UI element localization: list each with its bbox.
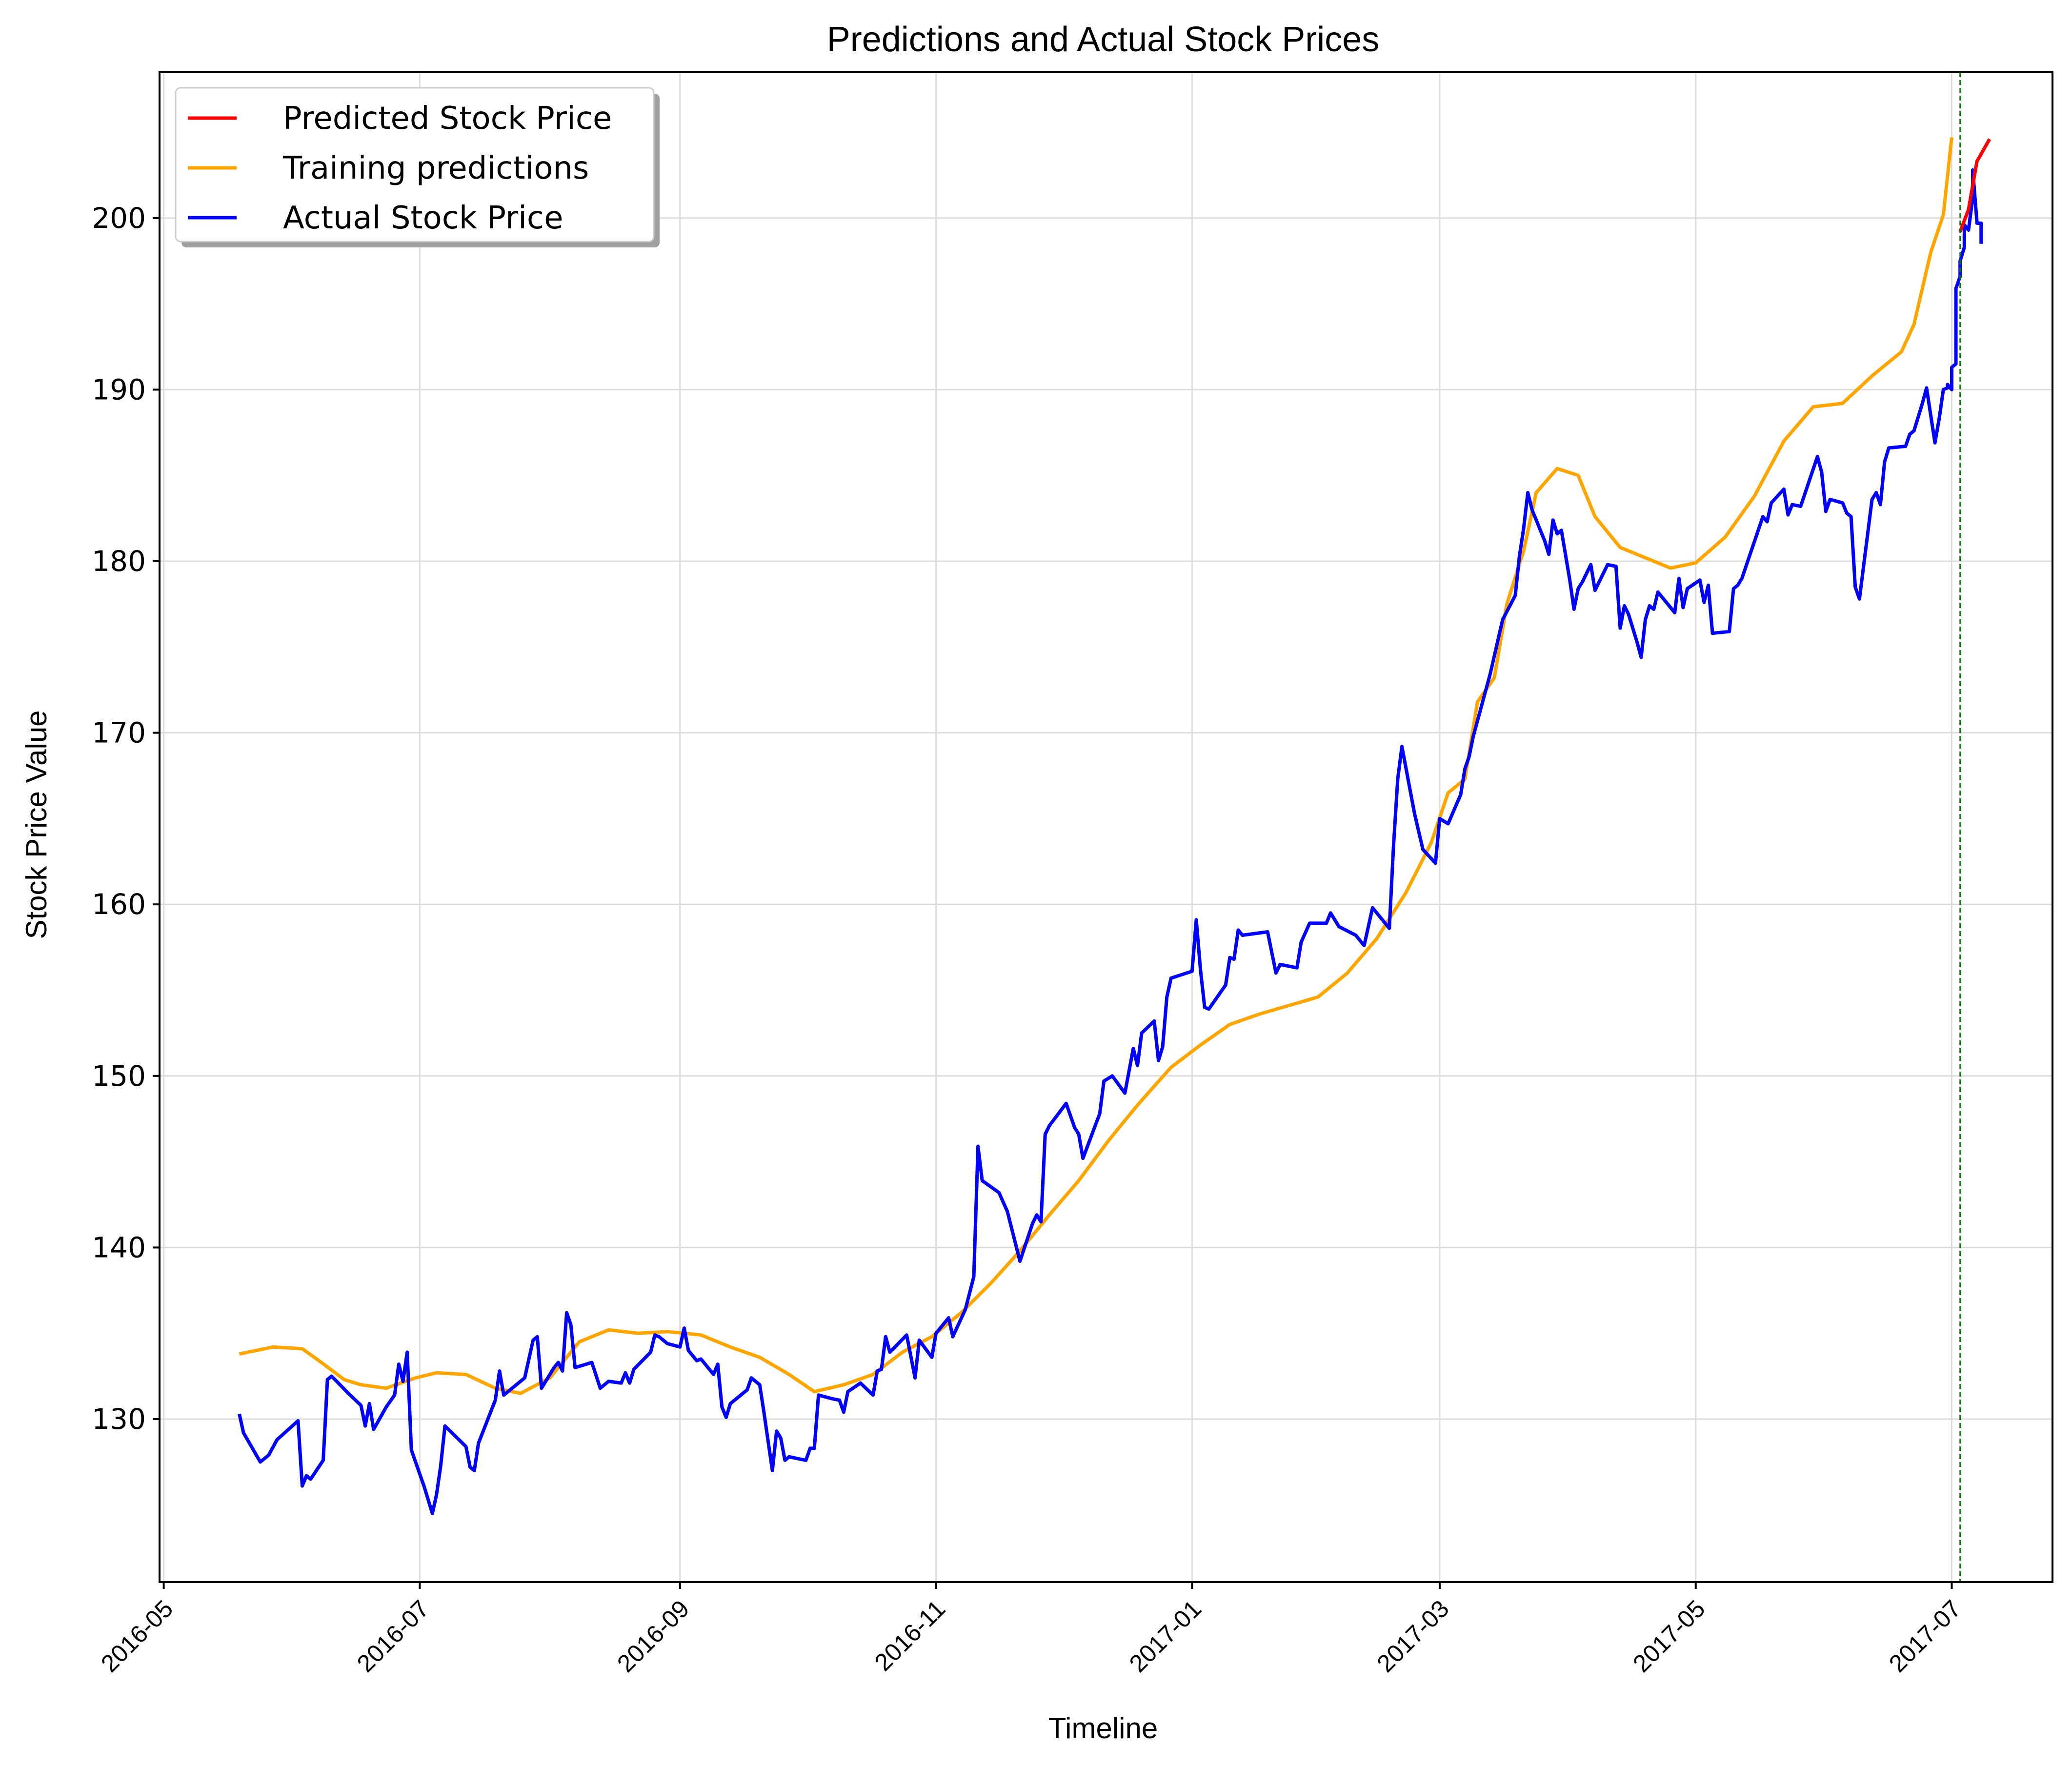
y-tick-label: 160 [92,888,146,921]
series-layer [238,137,1992,1515]
y-tick-label: 170 [92,716,146,750]
legend: Predicted Stock Price Training prediction… [175,87,660,247]
legend-label: Training predictions [282,150,589,186]
y-tick-label: 140 [92,1231,146,1264]
series-line-actual-stock-price [238,168,1983,1515]
y-tick-label: 150 [92,1059,146,1093]
legend-label: Predicted Stock Price [283,101,612,137]
series-line-predicted-stock-price [1958,138,1992,233]
plot-frame [159,71,2053,1583]
y-tick-label: 130 [92,1402,146,1436]
chart-title: Predictions and Actual Stock Prices [827,20,1380,59]
y-tick-label: 200 [92,202,146,235]
y-tick-label: 180 [92,545,146,578]
y-axis: 130 140 150 160 170 180 190 200 [92,202,160,1436]
x-axis-label: Timeline [1048,1712,1158,1745]
legend-box [175,87,655,243]
y-axis-label: Stock Price Value [20,710,53,939]
legend-label: Actual Stock Price [283,200,563,236]
y-tick-label: 190 [92,373,146,406]
